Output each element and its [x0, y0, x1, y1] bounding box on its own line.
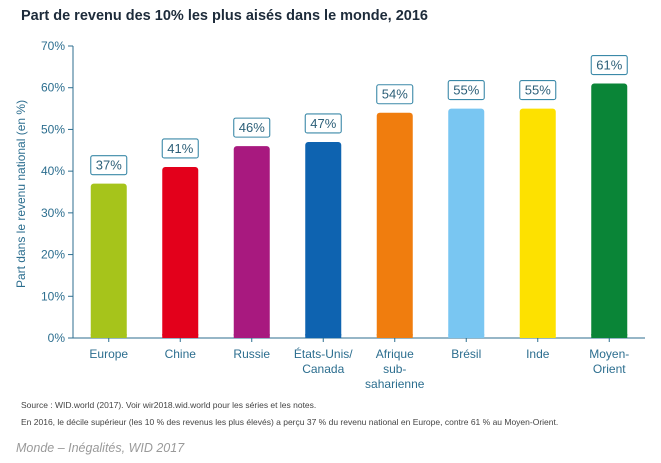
- category-label: Inde: [526, 347, 550, 361]
- bar-base: [305, 334, 342, 338]
- value-label-box: [590, 54, 628, 76]
- image-credit: Monde – Inégalités, WID 2017: [16, 441, 185, 455]
- y-tick-label: 40%: [41, 164, 65, 178]
- value-label: 46%: [239, 120, 265, 135]
- y-tick-label: 10%: [41, 289, 65, 303]
- bar-base: [233, 334, 270, 338]
- bar-base: [376, 334, 413, 338]
- bar: [591, 83, 628, 339]
- value-label: 47%: [310, 116, 336, 131]
- y-tick-label: 20%: [41, 248, 65, 262]
- category-label: Russie: [233, 347, 270, 361]
- bar-base: [90, 334, 127, 338]
- bar: [448, 108, 485, 338]
- value-label: 61%: [596, 58, 622, 73]
- value-label-box: [447, 80, 485, 101]
- chart-title: Part de revenu des 10% les plus aisés da…: [21, 8, 428, 24]
- bar: [305, 141, 342, 338]
- bar: [519, 108, 556, 338]
- value-label: 55%: [525, 83, 551, 98]
- value-label-box: [90, 155, 128, 176]
- y-tick-label: 70%: [41, 39, 65, 53]
- y-tick-label: 60%: [41, 81, 65, 95]
- bar: [376, 112, 413, 338]
- value-label: 37%: [96, 158, 122, 173]
- y-axis-title: Part dans le revenu national (en %): [14, 100, 28, 288]
- bar-base: [591, 334, 628, 338]
- category-label: Afrique sub-saharienne: [365, 347, 425, 391]
- bar: [90, 183, 127, 338]
- category-label: Chine: [165, 347, 197, 361]
- bar: [162, 166, 199, 338]
- y-tick-label: 30%: [41, 206, 65, 220]
- value-label-box: [304, 113, 342, 134]
- value-label: 41%: [167, 141, 193, 156]
- value-label: 54%: [382, 87, 408, 102]
- category-label: Moyen-Orient: [589, 347, 629, 376]
- value-label-box: [519, 80, 557, 101]
- source-note: Source : WID.world (2017). Voir wir2018.…: [21, 400, 317, 410]
- value-label: 55%: [453, 83, 479, 98]
- category-label: États-Unis/Canada: [294, 346, 353, 376]
- bar-base: [448, 334, 485, 338]
- category-label: Brésil: [451, 347, 481, 361]
- value-label-box: [233, 117, 271, 138]
- bar: [233, 146, 270, 338]
- bar-base: [519, 334, 556, 338]
- bar-base: [162, 334, 199, 338]
- value-label-box: [376, 84, 414, 105]
- category-label: Europe: [89, 347, 128, 361]
- caption-note: En 2016, le décile supérieur (les 10 % d…: [21, 417, 559, 427]
- value-label-box: [161, 138, 199, 159]
- y-tick-label: 0%: [48, 331, 66, 345]
- bar-chart: 0% 10% 20% 30% 40% 50% 60% 70% Part dans le reve…: [14, 39, 645, 391]
- y-tick-label: 50%: [41, 122, 65, 136]
